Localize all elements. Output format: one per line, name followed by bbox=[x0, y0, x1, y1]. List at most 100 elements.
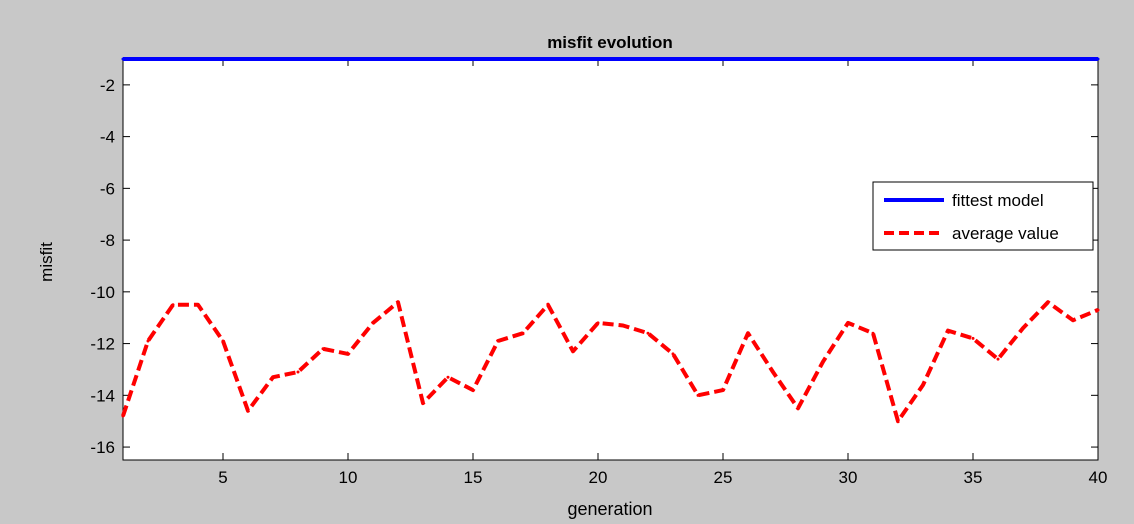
series-point-0 bbox=[421, 57, 425, 61]
series-point-0 bbox=[1046, 57, 1050, 61]
series-point-0 bbox=[821, 57, 825, 61]
x-tick-label: 30 bbox=[839, 468, 858, 487]
series-point-0 bbox=[446, 57, 450, 61]
series-point-0 bbox=[121, 57, 125, 61]
legend: fittest model average value bbox=[872, 181, 1094, 251]
series-point-0 bbox=[1021, 57, 1025, 61]
series-point-1 bbox=[596, 321, 600, 325]
x-tick-label: 5 bbox=[218, 468, 227, 487]
series-point-0 bbox=[296, 57, 300, 61]
y-tick-label: -6 bbox=[100, 179, 115, 198]
y-tick-label: -16 bbox=[90, 438, 115, 457]
x-axis-label: generation bbox=[567, 499, 652, 519]
series-point-0 bbox=[646, 57, 650, 61]
series-point-0 bbox=[1071, 57, 1075, 61]
x-tick-label: 15 bbox=[464, 468, 483, 487]
y-axis-ticks: -2 -4 -6 -8 -10 -12 -14 -16 bbox=[90, 76, 1098, 457]
series-point-1 bbox=[446, 375, 450, 379]
series-point-1 bbox=[296, 370, 300, 374]
series-point-1 bbox=[496, 339, 500, 343]
series-point-0 bbox=[346, 57, 350, 61]
series-point-0 bbox=[146, 57, 150, 61]
y-tick-label: -12 bbox=[90, 335, 115, 354]
series-point-1 bbox=[1071, 318, 1075, 322]
series-point-0 bbox=[946, 57, 950, 61]
series-point-0 bbox=[846, 57, 850, 61]
series-point-1 bbox=[246, 409, 250, 413]
series-point-0 bbox=[971, 57, 975, 61]
series-point-0 bbox=[671, 57, 675, 61]
series-point-1 bbox=[121, 414, 125, 418]
series-point-0 bbox=[371, 57, 375, 61]
series-point-0 bbox=[321, 57, 325, 61]
series-point-1 bbox=[571, 349, 575, 353]
y-tick-label: -8 bbox=[100, 231, 115, 250]
series-point-1 bbox=[696, 393, 700, 397]
series-point-1 bbox=[221, 339, 225, 343]
series-point-1 bbox=[546, 303, 550, 307]
series-point-1 bbox=[471, 388, 475, 392]
legend-label-average-value: average value bbox=[952, 224, 1059, 243]
legend-box bbox=[872, 181, 1094, 251]
series-point-1 bbox=[796, 406, 800, 410]
series-point-0 bbox=[396, 57, 400, 61]
series-point-0 bbox=[871, 57, 875, 61]
series-point-1 bbox=[971, 336, 975, 340]
legend-label-fittest-model: fittest model bbox=[952, 191, 1044, 210]
series-lines bbox=[121, 57, 1100, 424]
series-point-1 bbox=[771, 370, 775, 374]
x-tick-label: 10 bbox=[339, 468, 358, 487]
series-point-0 bbox=[171, 57, 175, 61]
series-point-1 bbox=[646, 331, 650, 335]
series-point-0 bbox=[596, 57, 600, 61]
x-tick-label: 35 bbox=[964, 468, 983, 487]
series-point-1 bbox=[821, 360, 825, 364]
series-point-0 bbox=[571, 57, 575, 61]
series-point-1 bbox=[1096, 308, 1100, 312]
x-tick-label: 25 bbox=[714, 468, 733, 487]
series-point-0 bbox=[721, 57, 725, 61]
series-point-0 bbox=[196, 57, 200, 61]
series-point-1 bbox=[721, 388, 725, 392]
series-point-1 bbox=[921, 383, 925, 387]
y-tick-label: -2 bbox=[100, 76, 115, 95]
series-point-1 bbox=[896, 419, 900, 423]
series-point-0 bbox=[796, 57, 800, 61]
series-point-1 bbox=[396, 300, 400, 304]
series-point-0 bbox=[1096, 57, 1100, 61]
series-point-1 bbox=[321, 347, 325, 351]
series-point-1 bbox=[146, 339, 150, 343]
series-point-1 bbox=[996, 357, 1000, 361]
series-point-0 bbox=[696, 57, 700, 61]
series-point-0 bbox=[496, 57, 500, 61]
series-point-1 bbox=[346, 352, 350, 356]
series-point-1 bbox=[946, 329, 950, 333]
series-point-1 bbox=[746, 331, 750, 335]
x-tick-label: 40 bbox=[1089, 468, 1108, 487]
series-point-1 bbox=[271, 375, 275, 379]
y-tick-label: -4 bbox=[100, 128, 115, 147]
series-point-1 bbox=[621, 323, 625, 327]
y-tick-label: -14 bbox=[90, 386, 115, 405]
series-point-0 bbox=[921, 57, 925, 61]
series-point-1 bbox=[421, 401, 425, 405]
series-point-0 bbox=[221, 57, 225, 61]
series-point-0 bbox=[521, 57, 525, 61]
series-point-0 bbox=[996, 57, 1000, 61]
series-point-0 bbox=[246, 57, 250, 61]
series-line-average-value bbox=[121, 300, 1099, 424]
axes-background bbox=[122, 58, 1099, 461]
series-point-1 bbox=[196, 303, 200, 307]
series-point-0 bbox=[746, 57, 750, 61]
series-point-0 bbox=[546, 57, 550, 61]
series-point-0 bbox=[271, 57, 275, 61]
y-axis-label: misfit bbox=[37, 242, 56, 282]
series-point-1 bbox=[1021, 326, 1025, 330]
series-point-1 bbox=[671, 352, 675, 356]
series-point-0 bbox=[471, 57, 475, 61]
x-axis-ticks: 5 10 15 20 25 30 35 40 bbox=[218, 59, 1107, 487]
series-point-0 bbox=[896, 57, 900, 61]
series-point-1 bbox=[371, 321, 375, 325]
x-tick-label: 20 bbox=[589, 468, 608, 487]
series-point-1 bbox=[521, 331, 525, 335]
